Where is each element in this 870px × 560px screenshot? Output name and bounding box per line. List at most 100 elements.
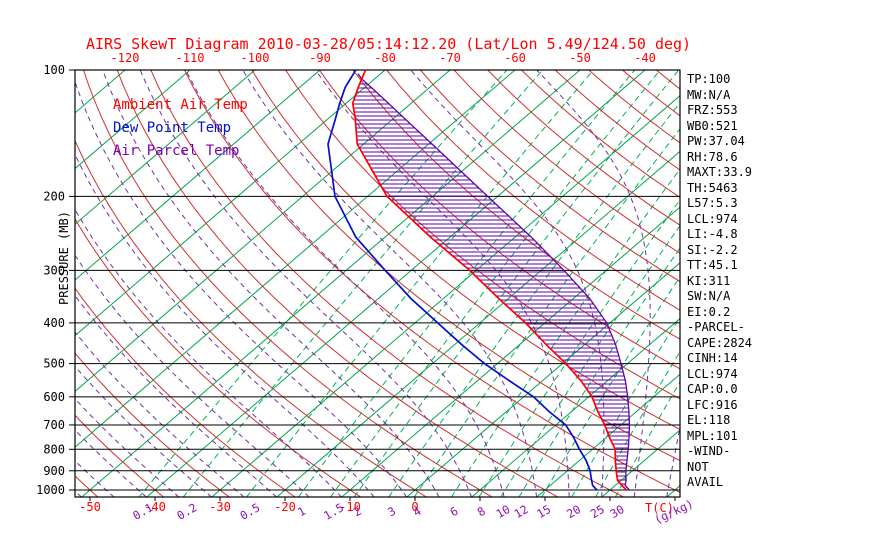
mixing-ratio-label: 25 <box>588 502 607 521</box>
isotherm <box>75 70 516 448</box>
plot-frame <box>74 69 681 498</box>
dew-point-temp-curve <box>327 70 598 491</box>
pressure-tick-label: 100 <box>43 63 65 77</box>
legend-dew-point-temp: Dew Point Temp <box>113 120 232 136</box>
moist-adiabat <box>242 70 538 497</box>
isotherm <box>536 373 680 497</box>
top-temp-label: -40 <box>634 51 656 65</box>
dry-adiabat <box>352 70 680 340</box>
isotherm <box>75 70 386 337</box>
dry-adiabat <box>487 70 680 226</box>
dry-adiabat <box>83 70 493 497</box>
isotherm <box>75 70 256 225</box>
top-temp-label: -90 <box>309 51 331 65</box>
legend-ambient-air-temp: Ambient Air Temp <box>113 97 248 113</box>
stat-line: MAXT:33.9 <box>687 165 753 179</box>
stat-line: MPL:101 <box>687 428 738 443</box>
bottom-temp-label: -10 <box>339 500 361 514</box>
bottom-temp-label: 0 <box>411 500 418 514</box>
dry-adiabat <box>150 70 625 497</box>
isotherm <box>75 70 191 170</box>
stat-line: KI:311 <box>687 273 731 288</box>
mixing-ratio-label: 1 <box>295 504 308 520</box>
dry-adiabat <box>75 217 362 497</box>
top-temp-label: -110 <box>176 51 205 65</box>
top-temp-label: -80 <box>374 51 396 65</box>
ambient-air-temp-curve <box>351 70 627 491</box>
bottom-temp-label: -20 <box>274 500 296 514</box>
pressure-tick-label: 700 <box>43 418 65 432</box>
mixing-ratio-label: 2 <box>351 504 364 520</box>
mixing-ratio-line <box>246 70 594 497</box>
mixing-ratio-label: 4 <box>410 504 423 520</box>
pressure-tick-label: 1000 <box>36 483 65 497</box>
moist-adiabat <box>75 80 408 497</box>
moist-adiabat <box>139 70 473 497</box>
stat-line: -PARCEL- <box>687 320 745 334</box>
stats-panel: TP:100 MW:N/A FRZ:553 WB0:521 PW:37.04 RH:78.… <box>687 72 752 491</box>
legend-air-parcel-temp: Air Parcel Temp <box>113 143 240 159</box>
moist-adiabat <box>185 70 505 497</box>
dry-adiabat <box>75 287 296 497</box>
moist-adiabat <box>410 70 605 497</box>
mixing-ratio-line <box>297 70 636 497</box>
stat-line: CAP:0.0 <box>687 382 738 396</box>
mixing-ratio-label: 12 <box>512 502 531 521</box>
mixing-ratio-label: 10 <box>494 502 513 521</box>
top-temp-label: -70 <box>439 51 461 65</box>
stat-line: CAPE:2824 <box>687 335 753 350</box>
isotherm <box>81 70 581 497</box>
mixing-ratio-label: 6 <box>448 504 461 520</box>
dry-adiabat <box>386 70 680 311</box>
isotherm <box>0 70 60 497</box>
bottom-temp-label: -40 <box>144 500 166 514</box>
stat-line: LFC:916 <box>687 397 738 412</box>
dry-adiabat <box>217 70 680 462</box>
stat-line: FRZ:553 <box>687 103 738 117</box>
bottom-temp-label: -30 <box>209 500 231 514</box>
mixing-ratio-line <box>518 247 680 497</box>
stat-line: PW:37.04 <box>687 134 745 148</box>
stat-line: TP:100 <box>687 72 731 86</box>
mixing-ratio-line <box>450 168 680 497</box>
dry-adiabat <box>75 352 230 497</box>
mixing-ratio-line <box>541 275 680 497</box>
mixing-ratio-line <box>571 316 680 497</box>
pressure-tick-label: 500 <box>43 357 65 371</box>
mixing-ratio-line <box>182 70 543 497</box>
dry-adiabat <box>251 70 680 430</box>
stat-line: AVAIL <box>687 475 724 489</box>
mixing-ratio-line <box>138 70 508 497</box>
stat-line: TH:5463 <box>687 180 738 195</box>
dry-adiabat <box>588 70 680 144</box>
top-temp-label: -100 <box>241 51 270 65</box>
stat-line: CINH:14 <box>687 351 738 365</box>
dry-adiabat <box>318 70 680 370</box>
cape-hatch-area <box>352 83 630 485</box>
stat-line: TT:45.1 <box>687 258 738 272</box>
top-temp-label: -120 <box>111 51 140 65</box>
top-temp-label: -50 <box>569 51 591 65</box>
moist-adiabat <box>75 153 375 497</box>
moist-adiabat <box>0 70 49 497</box>
moist-adiabat <box>0 70 17 497</box>
stat-line: WB0:521 <box>687 118 738 133</box>
pressure-gridlines <box>69 69 681 498</box>
stat-line: EI:0.2 <box>687 304 731 319</box>
chart-title: AIRS SkewT Diagram 2010-03-28/05:14:12.2… <box>86 35 692 53</box>
isotherm <box>341 206 680 497</box>
isotherm <box>75 70 321 281</box>
pressure-tick-label: 300 <box>43 263 65 277</box>
dry-adiabat <box>75 414 165 497</box>
x-axis-unit-temp: T(C) <box>645 501 674 515</box>
stat-line: SI:-2.2 <box>687 242 738 257</box>
mixing-ratio-label: 15 <box>534 502 553 521</box>
stat-line: LCL:974 <box>687 366 738 381</box>
stat-line: EL:118 <box>687 413 731 427</box>
dry-adiabat <box>420 70 680 283</box>
pressure-tick-label: 600 <box>43 390 65 404</box>
y-axis-label: PRESSURE (MB) <box>57 211 71 305</box>
mixing-ratio-label: 3 <box>385 504 398 520</box>
